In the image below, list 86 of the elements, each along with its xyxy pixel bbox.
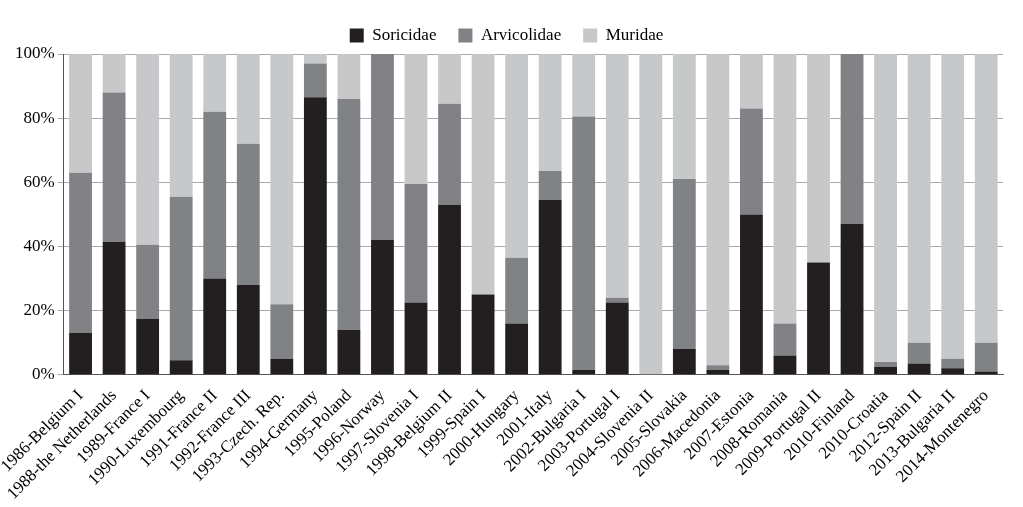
bar	[672, 54, 696, 180]
bar	[136, 318, 160, 375]
bar	[69, 172, 92, 334]
bar	[907, 342, 931, 364]
bar	[773, 323, 797, 356]
bar	[303, 54, 327, 64]
bar	[941, 358, 965, 369]
bar	[69, 54, 92, 173]
bar	[874, 361, 897, 367]
legend-label: Muridae	[605, 24, 664, 44]
legend-label: Soricidae	[372, 24, 437, 44]
bar	[874, 54, 897, 362]
bar	[337, 98, 361, 330]
bar	[471, 54, 495, 295]
bar	[203, 54, 227, 112]
bar	[203, 111, 227, 279]
bar	[438, 204, 461, 375]
bar	[773, 355, 797, 375]
bar	[773, 54, 797, 324]
bar	[337, 54, 361, 99]
bar	[605, 302, 629, 375]
bar	[169, 54, 193, 197]
bar	[438, 54, 461, 104]
y-tick-label: 80%	[23, 107, 55, 127]
bar	[404, 54, 428, 184]
bar	[706, 54, 730, 366]
bar	[337, 329, 361, 375]
bar	[572, 54, 596, 117]
y-tick-label: 100%	[15, 43, 55, 63]
bar	[840, 224, 864, 375]
bar	[605, 297, 629, 303]
bar	[907, 363, 931, 375]
bar	[672, 349, 696, 375]
y-tick-label: 60%	[23, 171, 55, 191]
bar	[371, 54, 394, 241]
y-tick-label: 0%	[32, 364, 55, 384]
bar	[840, 54, 864, 224]
bar	[102, 54, 126, 93]
bar	[505, 323, 529, 375]
bar	[270, 358, 294, 375]
bar	[203, 278, 227, 375]
bar	[538, 54, 562, 172]
bar	[706, 365, 730, 370]
bar	[270, 304, 294, 359]
bar	[807, 262, 830, 375]
bar	[505, 257, 529, 324]
bar	[538, 171, 562, 200]
bar	[974, 342, 998, 372]
bar	[471, 294, 495, 375]
bar	[102, 241, 126, 375]
bar	[740, 108, 763, 215]
bar	[706, 369, 730, 375]
bar	[874, 366, 897, 375]
bar	[572, 116, 596, 370]
bar	[941, 368, 965, 375]
bar	[807, 54, 830, 263]
bar	[538, 199, 562, 375]
bar	[572, 369, 596, 375]
bar	[236, 143, 260, 285]
bar	[740, 214, 763, 375]
bar	[69, 333, 92, 375]
bar	[438, 103, 461, 205]
bar	[236, 284, 260, 375]
bar	[169, 360, 193, 375]
bar	[236, 54, 260, 144]
bar	[136, 54, 160, 245]
bar	[605, 54, 629, 298]
bar	[907, 54, 931, 343]
bar	[102, 92, 126, 242]
bar	[270, 54, 294, 305]
bar	[639, 54, 663, 375]
bar	[672, 179, 696, 350]
bar	[404, 183, 428, 303]
bar	[303, 97, 327, 375]
bar	[303, 63, 327, 98]
legend-label: Arvicolidae	[480, 24, 562, 44]
bar	[974, 54, 998, 343]
bar	[505, 54, 529, 258]
bar	[740, 54, 763, 109]
bar	[136, 244, 160, 319]
bar	[404, 302, 428, 375]
y-tick-label: 20%	[23, 300, 55, 320]
bar	[169, 196, 193, 361]
bar	[371, 240, 394, 375]
bar	[941, 54, 965, 359]
y-tick-label: 40%	[23, 235, 55, 255]
